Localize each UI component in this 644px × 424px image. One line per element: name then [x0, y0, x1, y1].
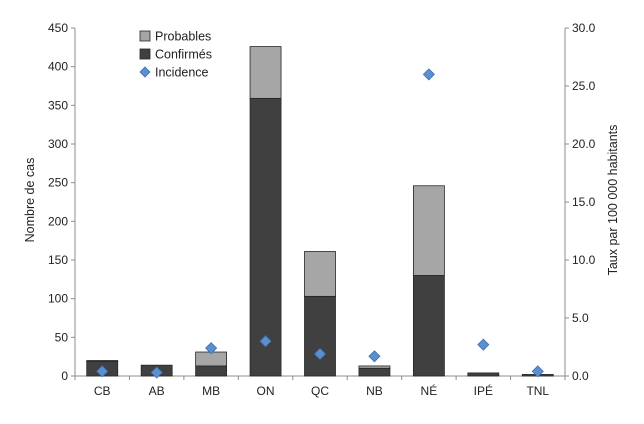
y2-tick-label: 15.0 [572, 195, 596, 209]
bars [86, 46, 554, 377]
legend: Probables Confirmés Incidence [139, 30, 212, 80]
bar-probables-né [412, 185, 445, 276]
bar-probables-cb [86, 360, 119, 362]
incidence-markers [96, 68, 544, 379]
legend-label: Probables [155, 30, 211, 44]
incidence-marker-né [422, 68, 435, 81]
y-tick-label: 200 [48, 214, 68, 228]
y2-tick-label: 0.0 [572, 369, 589, 383]
x-tick-label: NB [366, 384, 383, 398]
y2-tick-label: 25.0 [572, 79, 596, 93]
y-tick-label: 300 [48, 137, 68, 151]
bar-confirms-nb [358, 367, 391, 377]
y2-tick-label: 30.0 [572, 21, 596, 35]
y-tick-label: 50 [55, 330, 69, 344]
incidence-marker-nb [368, 350, 381, 363]
x-tick-label: MB [202, 384, 220, 398]
y2-tick-label: 5.0 [572, 311, 589, 325]
incidence-marker-cb [96, 365, 109, 378]
y-tick-label: 0 [61, 369, 68, 383]
y-tick-label: 350 [48, 98, 68, 112]
legend-swatch-confirms [139, 48, 151, 60]
incidence-marker-ipé [477, 338, 490, 351]
y-tick-label: 150 [48, 253, 68, 267]
bar-confirms-on [249, 97, 282, 377]
incidence-marker-ab [150, 366, 163, 379]
bar-probables-qc [304, 251, 336, 297]
x-tick-label: NÉ [421, 383, 438, 398]
y2-axis-title: Taux par 100 000 habitants [606, 125, 620, 276]
bar-confirms-ipé [467, 372, 500, 377]
incidence-marker-tnl [531, 365, 544, 378]
bar-probables-on [249, 46, 282, 99]
legend-label: Incidence [155, 66, 209, 80]
x-tick-label: IPÉ [474, 383, 493, 398]
x-tick-label: TNL [526, 384, 549, 398]
x-tick-label: AB [149, 384, 165, 398]
y-tick-label: 400 [48, 60, 68, 74]
bar-confirms-né [412, 275, 445, 377]
incidence-marker-qc [313, 347, 327, 361]
legend-swatch-incidence [139, 66, 151, 78]
incidence-marker-mb [205, 342, 218, 355]
x-tick-label: QC [311, 384, 329, 398]
y-tick-label: 250 [48, 176, 68, 190]
bar-confirms-qc [304, 295, 336, 377]
y-tick-label: 450 [48, 21, 68, 35]
bar-probables-nb [358, 365, 391, 369]
x-tick-label: CB [94, 384, 111, 398]
x-tick-label: ON [257, 384, 275, 398]
legend-label: Confirmés [155, 48, 212, 62]
y2-tick-label: 10.0 [572, 253, 596, 267]
y-tick-label: 100 [48, 292, 68, 306]
legend-swatch-probables [139, 30, 151, 42]
incidence-marker-on [259, 335, 272, 348]
y-axis-title: Nombre de cas [23, 158, 37, 243]
tick-labels: 0 50 100 150 200 250 300 350 400 450 0.0 5.0 10.0 15.… [48, 21, 596, 398]
y2-tick-label: 20.0 [572, 137, 596, 151]
bar-confirms-mb [195, 365, 228, 377]
